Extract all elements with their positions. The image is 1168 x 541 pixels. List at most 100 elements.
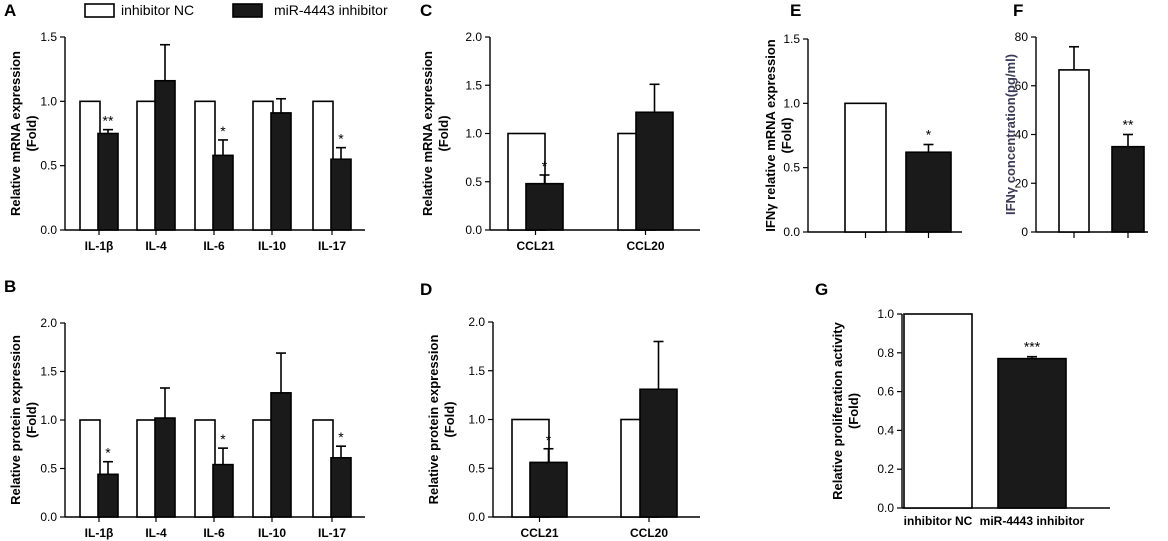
bar-b-inhibitor-nc-0 xyxy=(79,419,101,518)
y-tick-label-g-3: 0.6 xyxy=(877,385,894,399)
y-axis-label-a-0: Relative mRNA expression xyxy=(8,51,23,216)
significance-b-2: * xyxy=(220,431,226,447)
x-tick-label-d-1: CCL20 xyxy=(630,526,668,540)
bar-b-mir-inhibitor-3 xyxy=(270,392,292,518)
significance-a-4: * xyxy=(338,131,344,147)
x-tick-label-a-2: IL-6 xyxy=(203,239,225,253)
y-tick-label-d-3: 1.5 xyxy=(468,364,485,378)
y-tick-label-d-4: 2.0 xyxy=(468,315,485,329)
bar-a-mir-inhibitor-2 xyxy=(212,154,234,231)
y-tick-label-f-4: 80 xyxy=(1015,30,1029,44)
y-tick-label-g-0: 0.0 xyxy=(877,501,894,515)
bar-b-mir-inhibitor-0 xyxy=(97,473,119,518)
bar-f-mir-inhibitor xyxy=(1111,145,1145,233)
y-axis-label-g-1: (Fold) xyxy=(846,393,861,429)
x-tick-label-a-4: IL-17 xyxy=(318,239,346,253)
y-tick-label-c-2: 1.0 xyxy=(465,127,482,141)
y-tick-label-g-2: 0.4 xyxy=(877,423,894,437)
x-tick-label-b-2: IL-6 xyxy=(203,526,225,540)
panel-label-g: G xyxy=(815,280,828,299)
panel-label-e: E xyxy=(790,1,801,20)
y-tick-label-a-0: 0.0 xyxy=(40,223,57,237)
bar-b-mir-inhibitor-1 xyxy=(154,417,176,518)
y-tick-label-b-4: 2.0 xyxy=(40,316,57,330)
x-tick-label-g-0: inhibitor NC xyxy=(904,514,973,528)
bar-b-inhibitor-nc-3 xyxy=(252,419,274,518)
y-axis-label-g-0: Relative proliferation activity xyxy=(830,321,845,499)
y-tick-label-b-1: 0.5 xyxy=(40,462,57,476)
legend-swatch-inhibitor-nc xyxy=(84,3,115,18)
legend-label-mir-inhibitor: miR-4443 inhibitor xyxy=(274,2,388,18)
x-tick-label-d-0: CCL21 xyxy=(520,526,558,540)
y-tick-label-c-4: 2.0 xyxy=(465,30,482,44)
bar-b-inhibitor-nc-4 xyxy=(312,419,334,518)
legend-swatch-mir-inhibitor xyxy=(232,3,263,18)
y-tick-label-g-4: 0.8 xyxy=(877,346,894,360)
y-axis-label-b-0: Relative protein expression xyxy=(8,335,23,505)
y-tick-label-c-0: 0.0 xyxy=(465,223,482,237)
y-axis-label-d-1: (Fold) xyxy=(442,401,457,437)
y-tick-label-d-1: 0.5 xyxy=(468,461,485,475)
y-tick-label-f-2: 40 xyxy=(1015,128,1029,142)
significance-g-1: *** xyxy=(1024,339,1041,355)
x-tick-label-g-1: miR-4443 inhibitor xyxy=(980,514,1085,528)
x-tick-label-a-3: IL-10 xyxy=(258,239,286,253)
panel-label-f: F xyxy=(1013,1,1023,20)
panel-d: D 0.0 0.5 1.0 1.5 2.0 Relative protein express… xyxy=(420,280,700,540)
bar-f-inhibitor-nc xyxy=(1058,69,1090,233)
y-tick-label-a-3: 1.5 xyxy=(40,30,57,44)
y-tick-label-e-1: 0.5 xyxy=(783,161,800,175)
significance-f-1: ** xyxy=(1123,117,1134,133)
bar-c-mir-inhibitor-1 xyxy=(635,111,674,231)
bar-c-mir-inhibitor-0 xyxy=(525,182,564,231)
x-tick-label-c-0: CCL21 xyxy=(516,239,554,253)
significance-b-4: * xyxy=(338,429,344,445)
bar-b-inhibitor-nc-1 xyxy=(136,419,158,518)
y-tick-label-f-0: 0 xyxy=(1021,225,1028,239)
panel-g: G 0.0 0.2 0.4 0.6 0.8 1.0 Relative proliferatio… xyxy=(815,280,1110,528)
panel-label-b: B xyxy=(4,277,16,296)
bar-a-inhibitor-nc-4 xyxy=(312,100,334,231)
bar-g-mir-inhibitor xyxy=(997,357,1067,509)
panel-e: E 0.0 0.5 1.0 1.5 IFNγ relative mRNA expressi… xyxy=(763,1,962,239)
significance-a-0: ** xyxy=(103,113,114,129)
bar-e-mir-inhibitor xyxy=(905,151,952,233)
bar-g-inhibitor-nc xyxy=(903,313,973,509)
bar-a-inhibitor-nc-2 xyxy=(194,100,216,231)
y-tick-label-d-2: 1.0 xyxy=(468,413,485,427)
legend: inhibitor NC miR-4443 inhibitor xyxy=(84,2,388,18)
bar-a-inhibitor-nc-0 xyxy=(79,100,101,231)
y-axis-label-d-0: Relative protein expression xyxy=(426,335,441,505)
x-tick-label-a-1: IL-4 xyxy=(145,239,167,253)
panel-label-c: C xyxy=(420,1,432,20)
y-tick-label-f-3: 60 xyxy=(1015,79,1029,93)
y-tick-label-b-0: 0.0 xyxy=(40,510,57,524)
x-tick-label-c-1: CCL20 xyxy=(626,239,664,253)
y-tick-label-e-2: 1.0 xyxy=(783,96,800,110)
panel-f: F 0 20 40 60 80 IFNγ concentration(pg/ml) ** xyxy=(1003,1,1148,239)
bar-a-mir-inhibitor-3 xyxy=(270,112,292,231)
bar-b-inhibitor-nc-2 xyxy=(194,419,216,518)
y-axis-label-a-1: (Fold) xyxy=(24,115,39,151)
y-tick-label-c-1: 0.5 xyxy=(465,175,482,189)
y-tick-label-c-3: 1.5 xyxy=(465,78,482,92)
bar-b-mir-inhibitor-2 xyxy=(212,463,234,518)
panel-c: C 0.0 0.5 1.0 1.5 2.0 Relative mRNA expression… xyxy=(420,1,700,253)
bar-e-inhibitor-nc xyxy=(844,102,887,233)
x-tick-label-a-0: IL-1β xyxy=(85,239,114,253)
significance-d-0: * xyxy=(546,432,552,448)
y-tick-label-d-0: 0.0 xyxy=(468,510,485,524)
y-tick-label-g-5: 1.0 xyxy=(877,307,894,321)
y-tick-label-g-1: 0.2 xyxy=(877,462,894,476)
y-tick-label-f-1: 20 xyxy=(1015,176,1029,190)
x-tick-label-b-0: IL-1β xyxy=(85,526,114,540)
y-tick-label-e-3: 1.5 xyxy=(783,32,800,46)
bar-a-inhibitor-nc-3 xyxy=(252,100,274,231)
bar-a-mir-inhibitor-1 xyxy=(154,79,176,231)
significance-e-1: * xyxy=(926,127,932,143)
y-axis-label-e-1: (Fold) xyxy=(779,117,794,153)
y-axis-label-b-1: (Fold) xyxy=(24,402,39,438)
y-tick-label-e-0: 0.0 xyxy=(783,225,800,239)
x-tick-label-b-4: IL-17 xyxy=(318,526,346,540)
